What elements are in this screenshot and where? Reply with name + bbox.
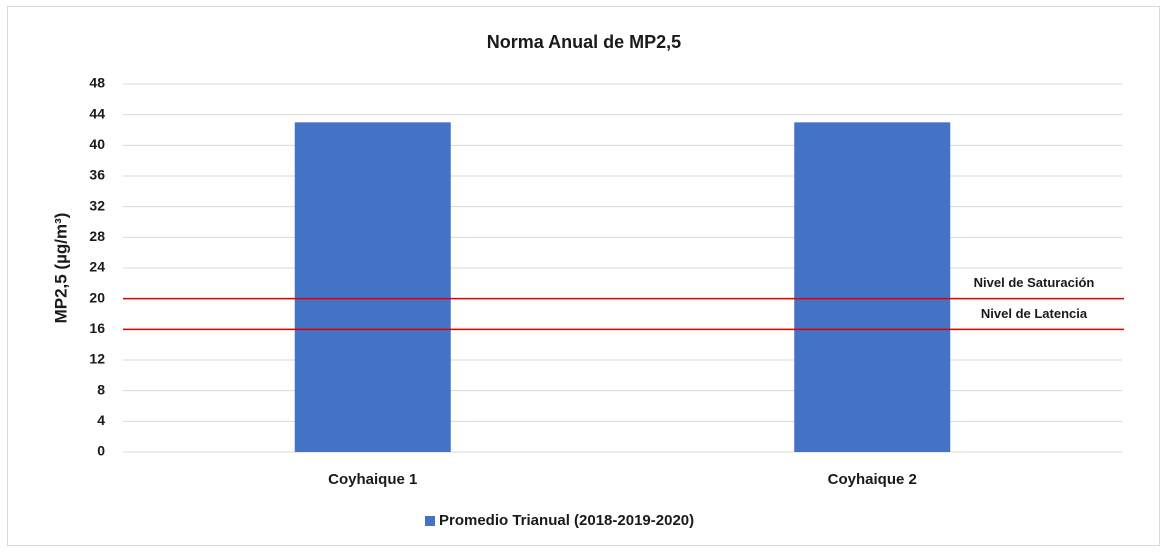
y-tick-label: 16 xyxy=(89,320,105,336)
bar xyxy=(294,122,451,452)
legend-label: Promedio Trianual (2018-2019-2020) xyxy=(439,512,694,529)
y-tick-label: 0 xyxy=(97,443,105,459)
y-tick-label: 8 xyxy=(97,381,105,397)
reference-label: Nivel de Saturación xyxy=(974,275,1095,290)
y-axis-label: MP2,5 (µg/m³) xyxy=(51,213,70,324)
y-tick-label: 20 xyxy=(89,289,105,305)
y-tick-label: 40 xyxy=(89,136,105,152)
reference-label: Nivel de Latencia xyxy=(981,306,1088,321)
y-tick-label: 28 xyxy=(89,228,105,244)
legend-swatch xyxy=(425,516,435,526)
chart-frame xyxy=(7,6,1160,546)
y-tick-label: 32 xyxy=(89,197,105,213)
y-tick-label: 44 xyxy=(89,105,105,121)
x-tick-label: Coyhaique 1 xyxy=(328,471,417,488)
chart-title: Norma Anual de MP2,5 xyxy=(487,32,681,52)
y-tick-label: 12 xyxy=(89,351,105,367)
y-tick-label: 4 xyxy=(97,412,105,428)
y-tick-label: 24 xyxy=(89,259,105,275)
bar xyxy=(794,122,951,452)
y-tick-label: 48 xyxy=(89,75,105,91)
y-tick-label: 36 xyxy=(89,167,105,183)
x-tick-label: Coyhaique 2 xyxy=(828,471,917,488)
